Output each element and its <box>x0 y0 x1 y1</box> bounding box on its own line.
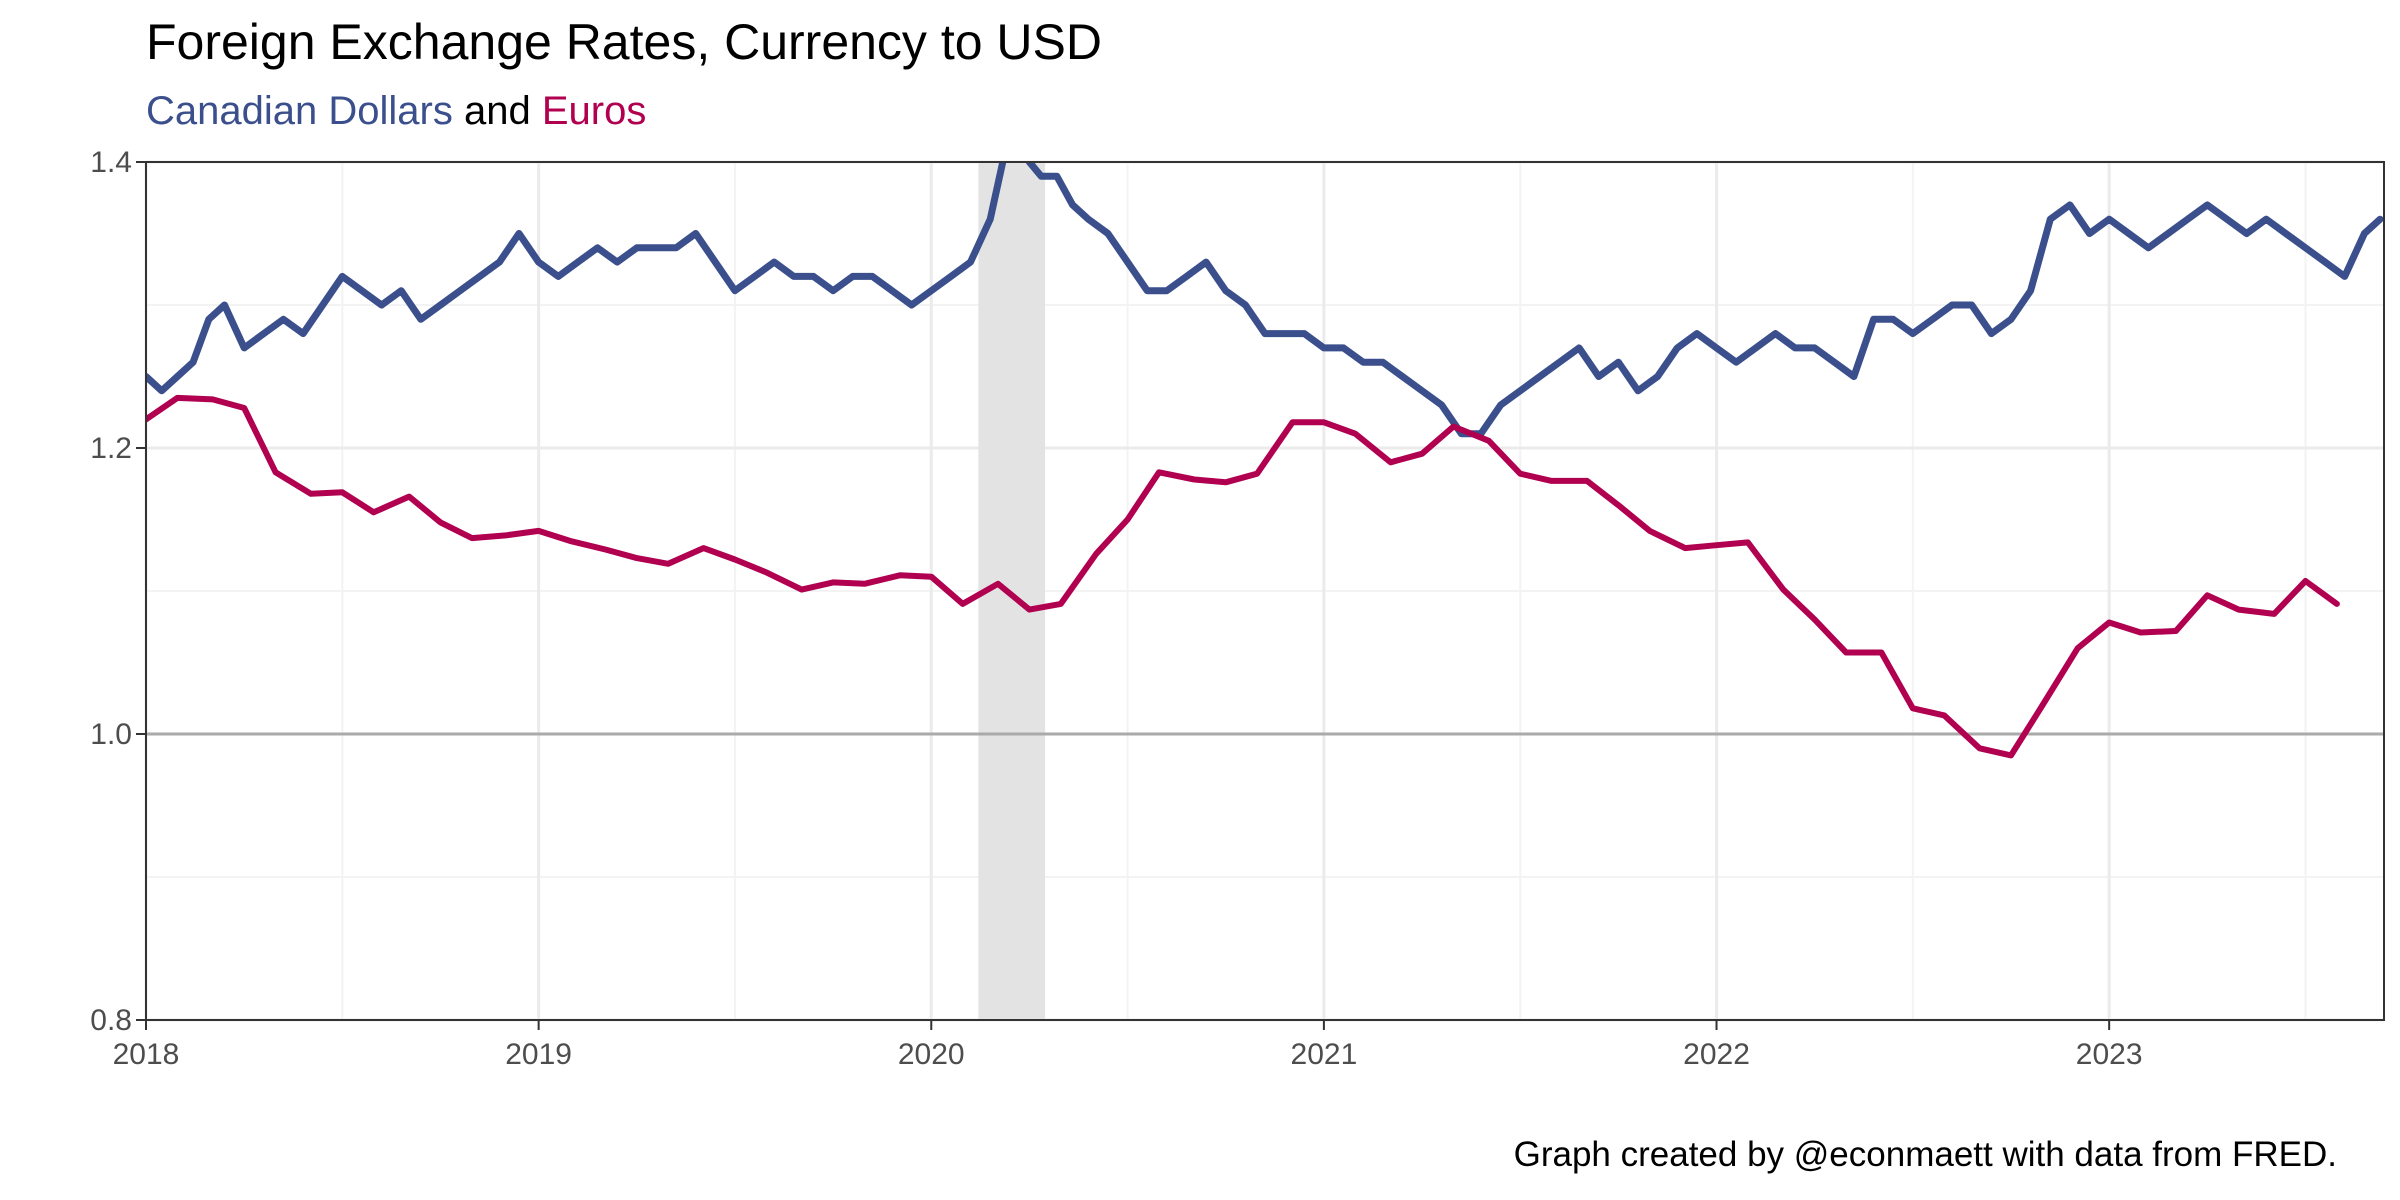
grid-lines <box>144 160 2384 1022</box>
plot-border <box>145 161 2385 1021</box>
eur-line <box>146 394 2340 759</box>
x-tick-label: 2022 <box>1683 1038 1750 1071</box>
y-tick-label: 0.8 <box>90 1004 132 1037</box>
x-tick-label: 2019 <box>505 1038 572 1071</box>
subtitle-connector: and <box>463 89 531 133</box>
subtitle-cad-label: Canadian Dollars <box>146 89 453 133</box>
subtitle-eur-label: Euros <box>541 89 647 133</box>
x-tick-label: 2023 <box>2076 1038 2143 1071</box>
x-tick-label: 2021 <box>1291 1038 1358 1071</box>
x-tick-label: 2020 <box>898 1038 965 1071</box>
chart-caption: Graph created by @econmaett with data fr… <box>1513 1135 2337 1174</box>
chart-subtitle: Canadian Dollars and Euros <box>146 84 646 138</box>
series-lines <box>146 162 2384 759</box>
axes: 0.8 1.0 1.2 1.4 2018 2019 2020 2021 2022 2023 <box>90 146 2142 1071</box>
y-tick-label: 1.2 <box>90 432 132 465</box>
cad-line <box>146 162 2384 438</box>
y-tick-label: 1.4 <box>90 146 132 179</box>
chart-title: Foreign Exchange Rates, Currency to USD <box>146 14 1102 70</box>
x-tick-label: 2018 <box>113 1038 180 1071</box>
y-tick-label: 1.0 <box>90 718 132 751</box>
